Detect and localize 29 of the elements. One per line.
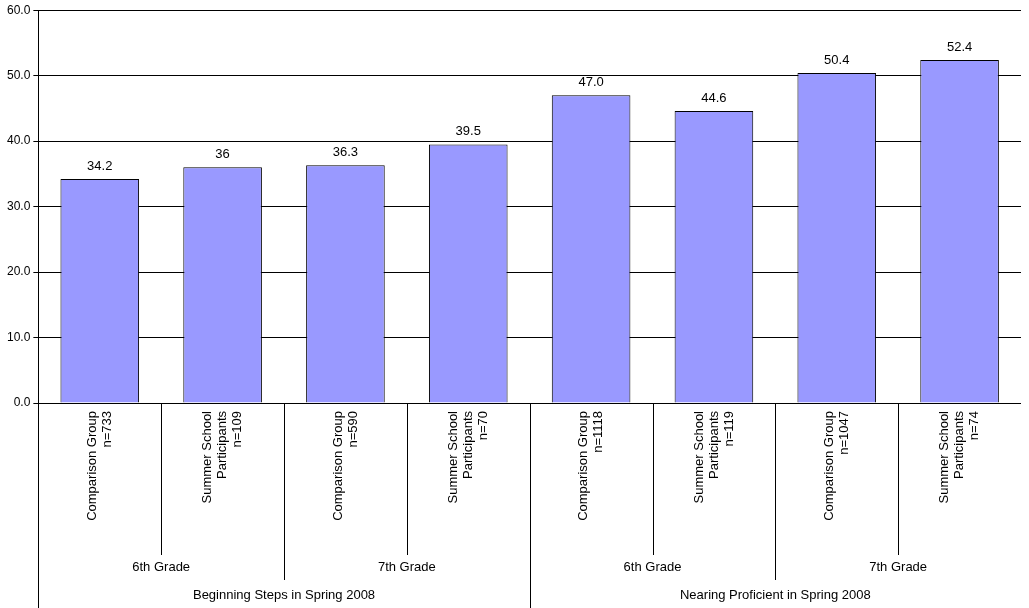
x-tick-label: Summer School Participants n=70	[444, 410, 490, 504]
data-label: 36.3	[332, 144, 359, 160]
y-tick-label: 40.0	[7, 133, 31, 148]
x-tick-label: Summer School Participants n=109	[199, 410, 245, 504]
text: 6th Grade	[132, 559, 191, 575]
data-label: 52.4	[946, 39, 973, 55]
x-tick-label: Comparison Group n=733	[83, 411, 114, 521]
data-label: 47.0	[578, 74, 604, 90]
text: 7th Grade	[869, 559, 928, 575]
x-tick-label: Comparison Group n=1047	[820, 411, 851, 521]
text: 7th Grade	[377, 559, 436, 575]
data-label: 34.2	[87, 158, 113, 174]
data-label: 39.5	[455, 123, 481, 139]
y-tick-label: 20.0	[7, 264, 31, 279]
y-tick-label: 10.0	[7, 329, 31, 344]
data-label: 44.6	[701, 90, 727, 106]
x-tick-label: Summer School Participants n=119	[690, 410, 736, 504]
y-tick-label: 50.0	[7, 67, 31, 82]
text: Beginning Steps in Spring 2008	[192, 586, 376, 602]
y-tick-label: 60.0	[7, 2, 31, 17]
y-tick-label: 30.0	[7, 198, 31, 213]
x-tick-label: Comparison Group n=590	[329, 411, 360, 521]
x-tick-label: Summer School Participants n=74	[936, 410, 982, 504]
data-label: 50.4	[824, 52, 850, 68]
y-tick-label: 0.0	[13, 395, 31, 410]
data-label: 36	[215, 146, 230, 162]
text: 6th Grade	[623, 559, 682, 575]
text: Nearing Proficient in Spring 2008	[679, 586, 871, 602]
x-tick-label: Comparison Group n=1118	[575, 411, 606, 521]
